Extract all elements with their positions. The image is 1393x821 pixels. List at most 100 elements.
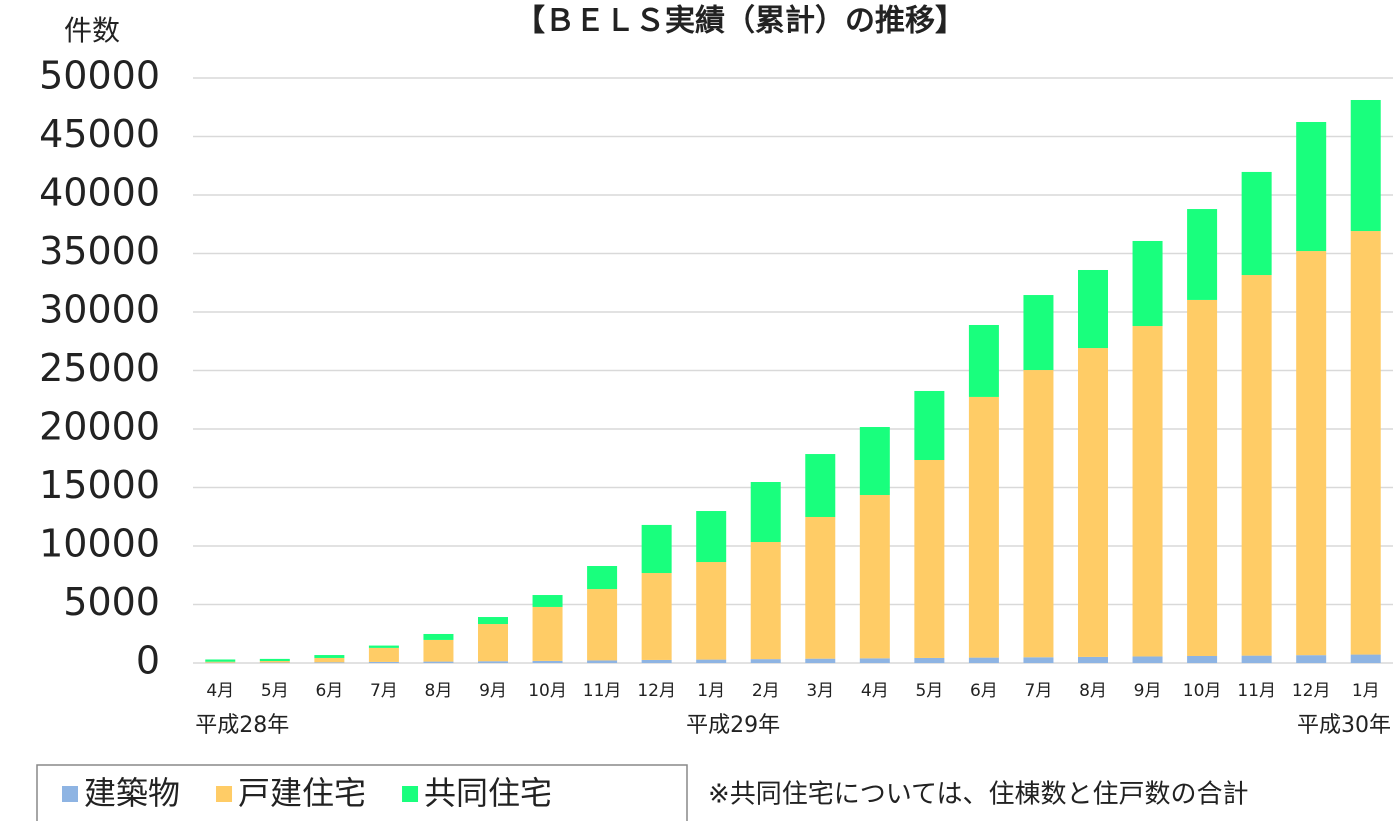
x-tick-label: 9月 [1134,681,1162,701]
x-tick-label: 2月 [752,681,780,701]
y-tick-label: 15000 [39,463,160,507]
bar-segment [1078,269,1108,349]
y-axis-label: 件数 [64,14,120,47]
bar-segment [532,606,563,661]
bar-segment [1296,251,1327,656]
legend-label: 共同住宅 [424,774,552,812]
bar-segment [1241,171,1272,276]
bar-segment [1187,299,1218,656]
bar-segment [368,661,399,663]
bar-segment [805,658,836,663]
x-tick-label: 5月 [261,681,289,701]
bar-segment [968,324,999,397]
bar-segment [205,659,236,662]
y-tick-label: 5000 [63,580,160,624]
x-tick-label: 3月 [806,681,834,701]
bar-segment [1132,326,1163,657]
bar-segment [423,661,454,663]
bar-segment [750,542,781,660]
bar-segment [641,524,672,574]
y-tick-label: 50000 [39,54,160,98]
bar-segment [1023,370,1054,658]
y-tick-label: 40000 [39,171,160,215]
bar-segment [1187,209,1218,300]
bar-segment [1296,655,1327,663]
bar-segment [696,659,727,663]
legend-swatch [402,786,419,802]
bar-segment [532,660,563,663]
x-tick-label: 12月 [1292,681,1331,701]
bar-segment [641,573,672,660]
bar-segment [368,645,399,648]
bar-segment [696,562,727,660]
bar-segment [205,661,236,663]
bar-segment [641,659,672,663]
bar-segment [1350,99,1381,232]
bar-segment [914,657,945,663]
bar-segment [423,633,454,640]
bar-segment [259,661,290,663]
x-tick-label: 5月 [915,681,943,701]
legend-swatch [62,786,78,802]
bar-segment [859,427,890,495]
bar-segment [478,661,508,663]
x-tick-label: 6月 [970,681,998,701]
x-tick-label: 12月 [637,681,676,701]
legend-swatch [216,786,233,802]
x-tick-label: 10月 [528,681,567,701]
x-tick-label: 7月 [370,681,398,701]
note: ※共同住宅については、住棟数と住戸数の合計 [708,780,1249,810]
bar-segment [1132,240,1163,327]
year-label: 平成29年 [686,713,780,738]
bar-segment [750,482,781,543]
y-tick-label: 0 [136,639,160,683]
x-tick-label: 7月 [1025,681,1053,701]
bar-segment [478,617,508,625]
bar-segment [968,657,999,663]
bar-segment [1187,655,1218,663]
chart-title: 【ＢＥＬＳ実績（累計）の推移】 [515,4,965,39]
bar-segment [314,657,345,663]
bar-segment [1132,656,1163,663]
x-tick-label: 9月 [479,681,507,701]
bar-segment [1241,655,1272,663]
bar-segment [587,660,618,663]
y-tick-label: 10000 [39,522,160,566]
bar-segment [696,511,727,563]
bar-segment [478,624,508,662]
bar-segment [259,658,290,662]
bar-segment [750,659,781,663]
bar-segment [1350,231,1381,655]
bar-segment [914,460,945,658]
x-tick-label: 4月 [206,681,234,701]
x-tick-label: 6月 [315,681,343,701]
bar-segment [805,516,836,659]
bar-segment [1023,295,1054,371]
y-tick-label: 45000 [39,112,160,156]
bar-segment [859,494,890,659]
bar-segment [1241,275,1272,656]
bar-segment [968,396,999,658]
bar-segment [1023,657,1054,663]
legend-label: 戸建住宅 [238,774,366,812]
x-tick-label: 1月 [697,681,725,701]
bar-segment [805,454,836,517]
year-label: 平成28年 [195,713,289,738]
legend-label: 建築物 [84,774,180,812]
bar-segment [314,662,345,663]
bar-segment [859,658,890,663]
bar-segment [587,589,618,661]
x-tick-label: 10月 [1183,681,1222,701]
bar-segment [423,639,454,662]
x-tick-label: 8月 [425,681,453,701]
y-tick-label: 30000 [39,288,160,332]
bar-segment [587,566,618,590]
x-tick-label: 11月 [583,681,622,701]
bar-segment [368,647,399,662]
bar-segment [1078,348,1108,657]
x-tick-label: 11月 [1237,681,1276,701]
bar-segment [914,390,945,461]
legend-box [36,764,688,821]
bar-segment [1078,656,1108,663]
